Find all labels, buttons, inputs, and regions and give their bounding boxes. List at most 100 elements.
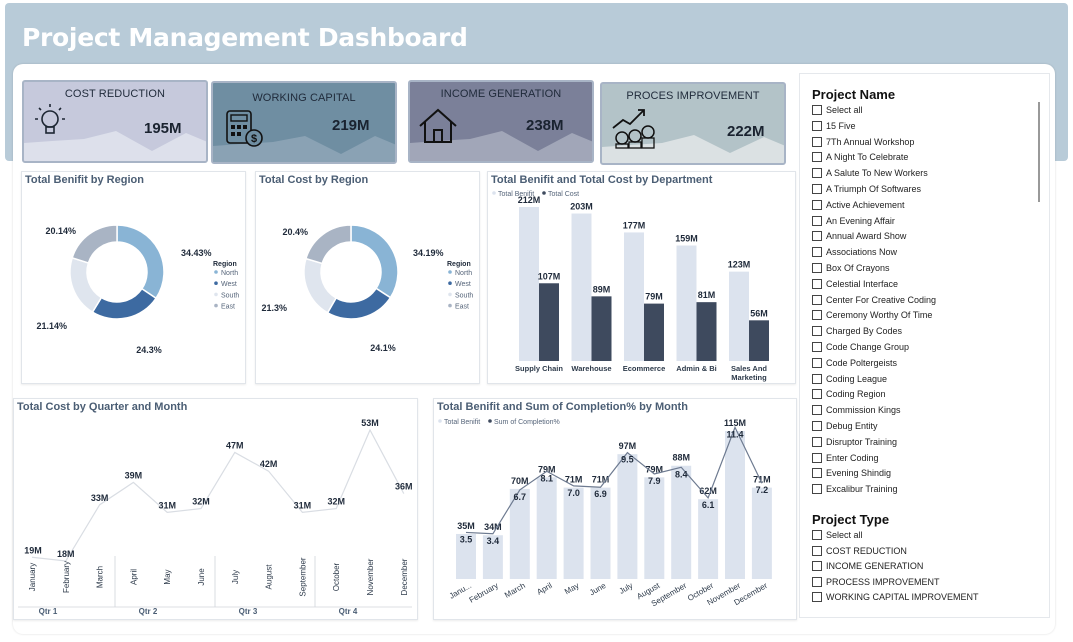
- slicer-scrollbar[interactable]: [1038, 102, 1040, 202]
- checkbox[interactable]: [812, 576, 822, 587]
- svg-text:$: $: [251, 133, 257, 145]
- checkbox[interactable]: [812, 468, 822, 479]
- project-name-item-label: Select all: [826, 105, 863, 115]
- benefit-bar: [644, 477, 665, 579]
- donut-slice-east: [305, 224, 352, 265]
- checkbox[interactable]: [812, 136, 822, 147]
- project-name-item-label: Associations Now: [826, 247, 898, 258]
- checkbox[interactable]: [812, 373, 822, 384]
- project-name-item[interactable]: Select all: [812, 103, 863, 117]
- checkbox[interactable]: [812, 436, 822, 447]
- checkbox[interactable]: [812, 120, 822, 131]
- project-name-item[interactable]: 15 Five: [812, 119, 856, 133]
- legend-label: Total Cost: [548, 191, 579, 198]
- project-name-item[interactable]: Commission Kings: [812, 403, 901, 417]
- kpi-label: PROCES IMPROVEMENT: [626, 90, 760, 102]
- project-name-item[interactable]: Disruptor Training: [812, 435, 897, 449]
- checkbox[interactable]: [812, 452, 822, 463]
- project-name-item[interactable]: Enter Coding: [812, 451, 879, 465]
- checkbox[interactable]: [812, 545, 822, 556]
- checkbox[interactable]: [812, 592, 822, 603]
- cost-by-quarter-month-chart[interactable]: Total Cost by Quarter and Month 19M 18M 33…: [13, 398, 418, 620]
- checkbox[interactable]: [812, 310, 822, 321]
- checkbox[interactable]: [812, 263, 822, 273]
- project-name-item[interactable]: Debug Entity: [812, 419, 878, 433]
- project-name-item[interactable]: A Salute To New Workers: [812, 166, 928, 180]
- checkbox[interactable]: [812, 247, 822, 258]
- project-name-item-label: Annual Award Show: [826, 231, 907, 242]
- project-name-item[interactable]: Annual Award Show: [812, 229, 906, 243]
- project-name-item[interactable]: Evening Shindig: [812, 466, 891, 480]
- benefit-completion-by-month-chart[interactable]: Total Benifit and Sum of Completion% by …: [433, 398, 797, 620]
- project-type-item[interactable]: INCOME GENERATION: [812, 559, 923, 573]
- project-name-item[interactable]: Coding Region: [812, 387, 886, 401]
- project-type-item[interactable]: COST REDUCTION: [812, 544, 907, 558]
- project-name-item[interactable]: Associations Now: [812, 245, 897, 259]
- project-name-item[interactable]: An Evening Affair: [812, 214, 895, 228]
- slice-label: 20.4%: [282, 227, 308, 237]
- project-name-item[interactable]: A Night To Celebrate: [812, 150, 908, 164]
- checkbox[interactable]: [812, 105, 822, 115]
- kpi-card-working-capital[interactable]: WORKING CAPITAL $ 219M: [211, 81, 397, 164]
- kpi-label: INCOME GENERATION: [440, 88, 562, 100]
- data-label: 42M: [260, 459, 278, 469]
- benefit-bar: [751, 487, 772, 579]
- project-name-item[interactable]: Center For Creative Coding: [812, 293, 936, 307]
- benefit-data-label: 79M: [538, 464, 556, 474]
- checkbox[interactable]: [812, 357, 822, 368]
- project-name-item[interactable]: Excalibur Training: [812, 482, 898, 496]
- project-name-item[interactable]: Ceremony Worthy Of Time: [812, 308, 932, 322]
- project-type-item[interactable]: WORKING CAPITAL IMPROVEMENT: [812, 590, 979, 604]
- project-name-item-label: Evening Shindig: [826, 468, 892, 479]
- cost-data-label: 81M: [698, 290, 716, 300]
- project-type-item[interactable]: Select all: [812, 528, 863, 542]
- kpi-value: 222M: [727, 123, 765, 140]
- checkbox[interactable]: [812, 168, 822, 179]
- project-type-item[interactable]: PROCESS IMPROVEMENT: [812, 575, 940, 589]
- project-name-item[interactable]: Box Of Crayons: [812, 261, 890, 275]
- cost-bar: [644, 303, 664, 361]
- checkbox[interactable]: [812, 530, 822, 540]
- project-type-item-label: Select all: [826, 530, 863, 540]
- benefit-data-label: 35M: [457, 521, 475, 531]
- project-name-item[interactable]: Active Achievement: [812, 198, 905, 212]
- checkbox[interactable]: [812, 231, 822, 242]
- checkbox[interactable]: [812, 184, 822, 194]
- benefit-bar: [624, 232, 644, 361]
- legend-swatch: [448, 281, 452, 285]
- checkbox[interactable]: [812, 342, 822, 352]
- project-name-item[interactable]: Celestial Interface: [812, 277, 898, 291]
- data-label: 31M: [158, 500, 176, 510]
- project-name-item[interactable]: A Triumph Of Softwares: [812, 182, 921, 196]
- data-label: 33M: [91, 493, 109, 503]
- checkbox[interactable]: [812, 484, 822, 495]
- checkbox[interactable]: [812, 278, 822, 289]
- checkbox[interactable]: [812, 199, 822, 210]
- checkbox[interactable]: [812, 405, 822, 416]
- growth-coins-icon: [612, 109, 655, 149]
- legend-swatch: [448, 303, 452, 308]
- quarter-label: Qtr 2: [139, 607, 158, 616]
- project-name-item[interactable]: 7Th Annual Workshop: [812, 135, 914, 149]
- data-label: 19M: [24, 545, 42, 555]
- kpi-card-cost-reduction[interactable]: COST REDUCTION 195M: [22, 80, 208, 163]
- project-name-item[interactable]: Charged By Codes: [812, 324, 902, 338]
- project-name-item[interactable]: Code Change Group: [812, 340, 909, 354]
- project-name-item-label: A Triumph Of Softwares: [826, 184, 922, 194]
- cost-by-region-chart[interactable]: Total Cost by Region 34.19% 24.1% 21.3% 20.…: [255, 171, 480, 384]
- project-name-item-label: Charged By Codes: [826, 326, 903, 337]
- checkbox[interactable]: [812, 215, 822, 226]
- checkbox[interactable]: [812, 294, 822, 305]
- checkbox[interactable]: [812, 421, 822, 431]
- checkbox[interactable]: [812, 152, 822, 163]
- benefit-cost-by-department-chart[interactable]: Total Benifit and Total Cost by Departme…: [487, 171, 796, 384]
- kpi-card-income-generation[interactable]: INCOME GENERATION 238M: [408, 80, 594, 163]
- benefit-by-region-chart[interactable]: Total Benifit by Region 34.43% 24.3% 21.14…: [21, 171, 246, 384]
- checkbox[interactable]: [812, 561, 822, 572]
- checkbox[interactable]: [812, 326, 822, 337]
- project-name-item[interactable]: Coding League: [812, 372, 887, 386]
- project-name-item[interactable]: Code Poltergeists: [812, 356, 897, 370]
- kpi-card-process-improvement[interactable]: PROCES IMPROVEMENT 222M: [600, 82, 786, 165]
- checkbox[interactable]: [812, 389, 822, 400]
- legend-label: South: [455, 292, 473, 299]
